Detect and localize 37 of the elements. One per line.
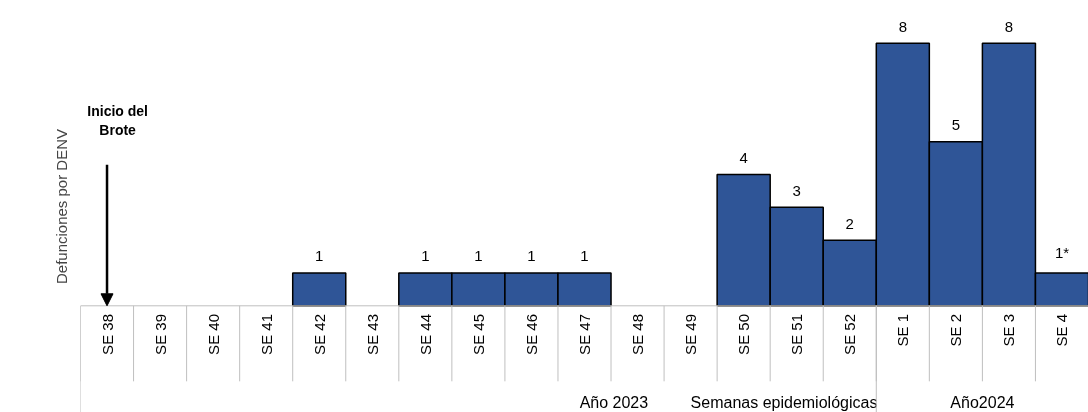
data-label: 4 xyxy=(739,149,748,166)
data-label: 1 xyxy=(315,247,324,265)
data-label: 2 xyxy=(845,214,854,232)
x-tick-label: SE 41 xyxy=(257,314,275,355)
x-tick-label: SE 48 xyxy=(629,314,647,355)
x-tick-label: SE 47 xyxy=(576,314,593,355)
x-axis-title: Semanas epidemiológicas xyxy=(690,393,878,411)
x-tick-label: SE 44 xyxy=(416,314,434,355)
x-tick-label: SE 43 xyxy=(363,314,381,355)
x-tick-label: SE 42 xyxy=(310,314,328,355)
data-label: 1 xyxy=(580,247,589,265)
data-label: 1 xyxy=(527,247,536,265)
data-label: 8 xyxy=(898,17,907,35)
x-tick-label: SE 50 xyxy=(735,314,753,355)
x-tick-label: SE 39 xyxy=(151,314,169,355)
x-tick-label: SE 4 xyxy=(1053,314,1071,347)
x-tick-label: SE 51 xyxy=(788,314,806,355)
x-tick-label: SE 1 xyxy=(894,314,912,347)
text: Año2024 xyxy=(950,393,1015,411)
annotation: Inicio del Brote xyxy=(87,103,148,139)
data-label: 1* xyxy=(1054,244,1070,262)
text: Año 2023 xyxy=(579,393,649,411)
data-label: 1 xyxy=(421,247,430,265)
x-tick-label: SE 45 xyxy=(469,314,487,355)
bar xyxy=(291,272,347,307)
data-label: 5 xyxy=(951,116,961,134)
x-tick-label: SE 38 xyxy=(98,314,116,355)
x-tick-label: SE 49 xyxy=(682,314,700,355)
x-tick-label: SE 40 xyxy=(204,314,222,355)
x-tick-label: SE 2 xyxy=(947,314,965,347)
x-tick-label: SE 52 xyxy=(841,314,859,355)
data-label: 3 xyxy=(792,181,801,199)
y-axis-title: Defunciones por DENV xyxy=(52,128,70,285)
x-tick-label: SE 46 xyxy=(522,314,540,355)
x-tick-label: SE 3 xyxy=(1000,314,1018,347)
data-label: 8 xyxy=(1004,17,1014,35)
data-label: 1 xyxy=(474,247,483,265)
